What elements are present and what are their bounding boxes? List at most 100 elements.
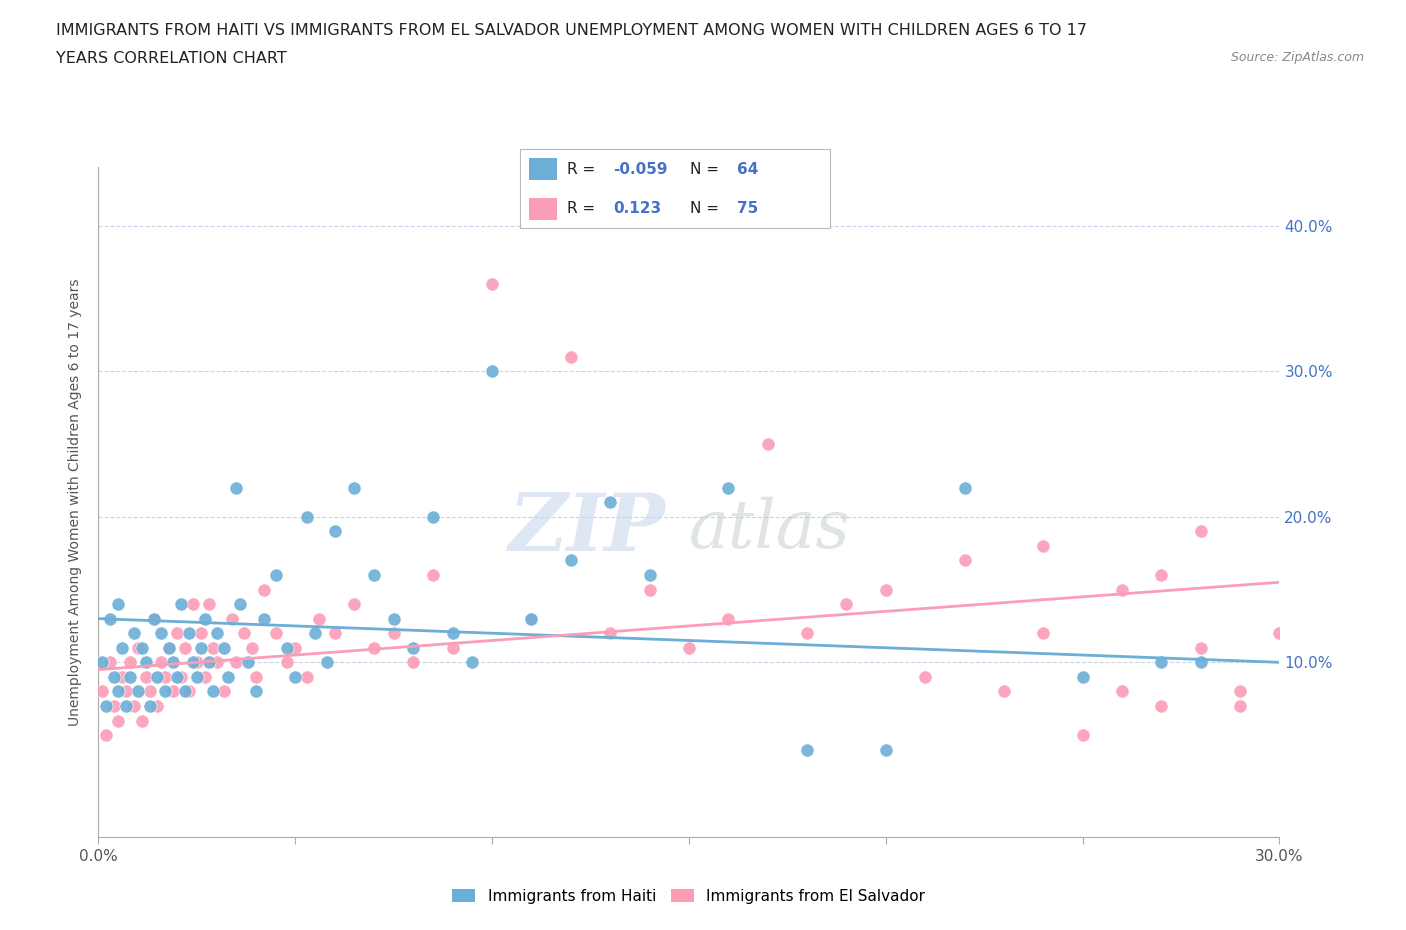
Point	[186, 655, 208, 670]
Point	[118, 670, 141, 684]
Point	[146, 698, 169, 713]
Point	[953, 480, 976, 495]
Point	[186, 670, 208, 684]
Point	[1111, 684, 1133, 698]
Point	[253, 611, 276, 626]
Legend: Immigrants from Haiti, Immigrants from El Salvador: Immigrants from Haiti, Immigrants from E…	[446, 883, 932, 910]
Point	[150, 655, 173, 670]
Point	[170, 597, 193, 612]
Point	[382, 611, 405, 626]
Point	[142, 611, 165, 626]
Point	[190, 641, 212, 656]
Point	[111, 670, 134, 684]
Point	[717, 480, 740, 495]
Text: R =: R =	[567, 202, 605, 217]
Point	[240, 641, 263, 656]
Point	[914, 670, 936, 684]
Point	[177, 684, 200, 698]
Point	[91, 684, 114, 698]
Point	[190, 626, 212, 641]
Point	[308, 611, 330, 626]
Point	[422, 510, 444, 525]
Point	[194, 611, 217, 626]
Point	[402, 641, 425, 656]
Point	[201, 684, 224, 698]
Point	[835, 597, 858, 612]
Point	[174, 641, 197, 656]
Point	[157, 641, 180, 656]
Point	[1032, 626, 1054, 641]
Point	[138, 698, 160, 713]
Point	[402, 655, 425, 670]
Point	[131, 641, 153, 656]
Point	[304, 626, 326, 641]
Point	[1032, 538, 1054, 553]
Point	[323, 626, 346, 641]
Point	[638, 567, 661, 582]
Point	[135, 670, 157, 684]
Point	[276, 655, 298, 670]
Point	[96, 727, 118, 742]
Point	[214, 641, 236, 656]
Text: YEARS CORRELATION CHART: YEARS CORRELATION CHART	[56, 51, 287, 66]
Point	[166, 626, 188, 641]
Point	[295, 670, 318, 684]
Point	[233, 626, 256, 641]
Point	[103, 670, 125, 684]
Text: 75: 75	[737, 202, 758, 217]
Point	[127, 641, 149, 656]
Point	[560, 553, 582, 568]
Point	[162, 684, 184, 698]
Point	[363, 641, 385, 656]
Y-axis label: Unemployment Among Women with Children Ages 6 to 17 years: Unemployment Among Women with Children A…	[69, 278, 83, 726]
Text: 0.123: 0.123	[613, 202, 661, 217]
Point	[201, 641, 224, 656]
Point	[295, 510, 318, 525]
Point	[107, 713, 129, 728]
Text: IMMIGRANTS FROM HAITI VS IMMIGRANTS FROM EL SALVADOR UNEMPLOYMENT AMONG WOMEN WI: IMMIGRANTS FROM HAITI VS IMMIGRANTS FROM…	[56, 23, 1087, 38]
Point	[264, 567, 287, 582]
Point	[115, 698, 138, 713]
Point	[1229, 698, 1251, 713]
Point	[520, 611, 543, 626]
Point	[205, 655, 228, 670]
Point	[111, 641, 134, 656]
Point	[796, 742, 818, 757]
Point	[157, 641, 180, 656]
Point	[1071, 727, 1094, 742]
Text: Source: ZipAtlas.com: Source: ZipAtlas.com	[1230, 51, 1364, 64]
Point	[166, 670, 188, 684]
Point	[217, 670, 239, 684]
Point	[756, 436, 779, 451]
Point	[174, 684, 197, 698]
Point	[323, 524, 346, 538]
Point	[103, 698, 125, 713]
Point	[162, 655, 184, 670]
Point	[115, 684, 138, 698]
Point	[1150, 655, 1173, 670]
Point	[177, 626, 200, 641]
Point	[135, 655, 157, 670]
Point	[343, 597, 366, 612]
Point	[107, 597, 129, 612]
Point	[107, 684, 129, 698]
Point	[1229, 684, 1251, 698]
Point	[1150, 567, 1173, 582]
Point	[194, 670, 217, 684]
Point	[1111, 582, 1133, 597]
Point	[1189, 655, 1212, 670]
Point	[146, 670, 169, 684]
Point	[1189, 641, 1212, 656]
Point	[382, 626, 405, 641]
Point	[118, 655, 141, 670]
Point	[1268, 626, 1291, 641]
Point	[1150, 698, 1173, 713]
Point	[875, 582, 897, 597]
Point	[142, 611, 165, 626]
Point	[481, 276, 503, 291]
Point	[875, 742, 897, 757]
Point	[155, 684, 177, 698]
Bar	[530, 158, 557, 180]
Point	[599, 495, 621, 510]
Point	[599, 626, 621, 641]
